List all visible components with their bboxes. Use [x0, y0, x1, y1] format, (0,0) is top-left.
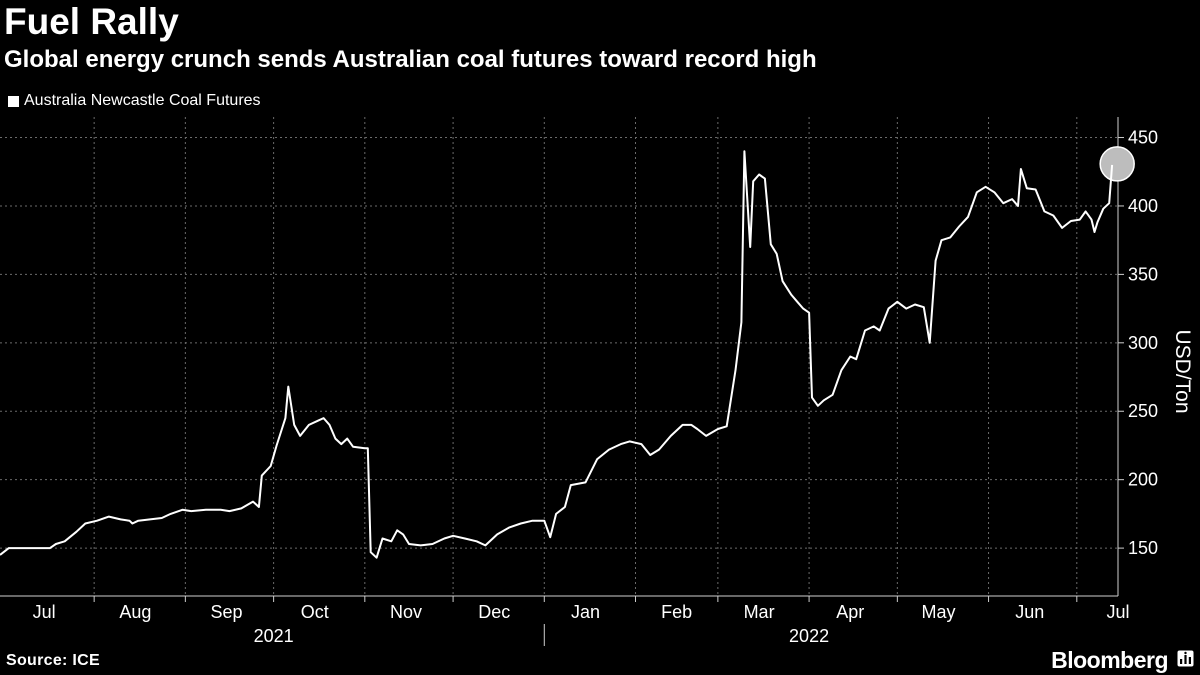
x-tick-label: Nov — [390, 602, 422, 622]
series — [0, 146, 1135, 559]
x-tick-label: Sep — [211, 602, 243, 622]
y-tick-label: 450 — [1128, 128, 1158, 148]
year-label: 2021 — [254, 626, 294, 646]
legend-swatch — [8, 95, 19, 107]
legend-label: Australia Newcastle Coal Futures — [24, 92, 261, 109]
grid — [0, 117, 1118, 596]
y-tick-label: 350 — [1128, 264, 1158, 284]
x-tick-label: Aug — [119, 602, 151, 622]
y-tick-label: 400 — [1128, 196, 1158, 216]
bloomberg-logo: Bloomberg — [1051, 647, 1168, 673]
x-tick-label: Mar — [744, 602, 775, 622]
latest-value-marker — [1099, 146, 1135, 182]
series-line-newcastle-coal — [0, 150, 1114, 559]
y-tick-label: 300 — [1128, 333, 1158, 353]
x-tick-label: Oct — [301, 602, 329, 622]
source-note: Source: ICE — [6, 652, 100, 669]
y-tick-label: 150 — [1128, 538, 1158, 558]
bloomberg-terminal-icon — [1177, 650, 1194, 667]
x-tick-label: Dec — [478, 602, 510, 622]
chart-title: Fuel Rally — [4, 1, 179, 42]
x-tick-label: May — [922, 602, 956, 622]
axes: 150 200 250 300 350 400 450 Jul Aug Sep Oct Nov Dec J… — [0, 117, 1194, 646]
y-tick-label: 200 — [1128, 470, 1158, 490]
x-tick-label: Jun — [1015, 602, 1044, 622]
x-tick-label: Apr — [836, 602, 864, 622]
y-axis-label: USD/Ton — [1171, 329, 1194, 413]
x-tick-label: Jul — [1106, 602, 1129, 622]
x-tick-label: Jul — [33, 602, 56, 622]
y-tick-label: 250 — [1128, 401, 1158, 421]
legend: Australia Newcastle Coal Futures — [8, 90, 261, 112]
x-tick-label: Jan — [571, 602, 600, 622]
year-label: 2022 — [789, 626, 829, 646]
x-tick-label: Feb — [661, 602, 692, 622]
chart-subtitle: Global energy crunch sends Australian co… — [4, 46, 817, 73]
